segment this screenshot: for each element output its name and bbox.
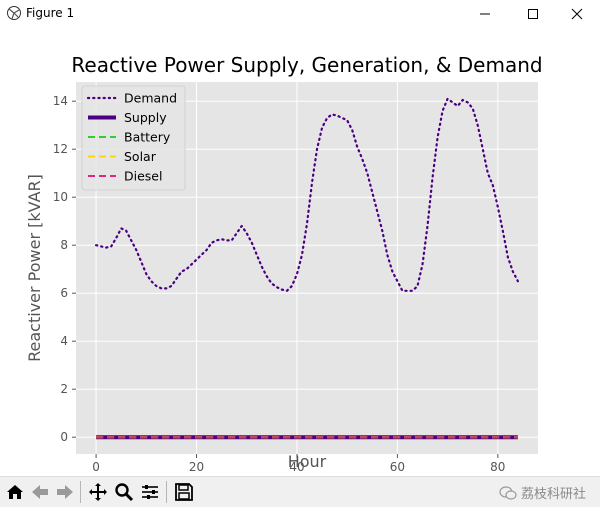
forward-icon — [57, 485, 73, 499]
figure-app-icon — [6, 5, 22, 21]
x-tick-label: 60 — [390, 460, 405, 474]
forward-button[interactable] — [53, 480, 77, 504]
y-tick-label: 14 — [53, 94, 68, 108]
x-tick-label: 0 — [92, 460, 100, 474]
legend-box — [81, 85, 186, 191]
x-tick-labels: 0 20 40 60 80 — [92, 454, 505, 474]
legend-entry-battery: Battery — [124, 130, 171, 145]
y-tick-label: 10 — [53, 190, 68, 204]
x-tick-label: 20 — [189, 460, 204, 474]
y-axis-label: Reactiver Power [kVAR] — [25, 174, 44, 362]
back-button[interactable] — [28, 480, 52, 504]
configure-subplots-button[interactable] — [138, 480, 162, 504]
window-titlebar: Figure 1 — [0, 0, 600, 29]
legend-entry-demand: Demand — [124, 91, 177, 106]
pan-icon — [89, 483, 107, 501]
y-tick-label: 12 — [53, 142, 68, 156]
close-button[interactable] — [554, 0, 600, 28]
chart-title: Reactive Power Supply, Generation, & Dem… — [71, 53, 542, 77]
series-line-demand — [94, 97, 520, 292]
close-icon — [571, 8, 583, 20]
back-icon — [32, 485, 48, 499]
home-icon — [7, 485, 23, 499]
watermark-text: 荔枝科研社 — [520, 487, 586, 502]
pan-button[interactable] — [86, 480, 110, 504]
window-title: Figure 1 — [26, 6, 75, 20]
chart-svg: Reactive Power Supply, Generation, & Dem… — [25, 53, 543, 474]
configure-subplots-icon — [142, 485, 158, 499]
toolbar-separator — [80, 481, 81, 503]
toolbar-separator — [166, 481, 167, 503]
series-lines — [94, 97, 520, 440]
maximize-icon — [528, 9, 538, 19]
legend: Demand Supply Battery Solar Diesel — [81, 85, 186, 191]
legend-entry-solar: Solar — [124, 149, 157, 164]
x-tick-label: 80 — [490, 460, 505, 474]
watermark: 荔枝科研社 — [499, 483, 586, 502]
home-button[interactable] — [3, 480, 27, 504]
zoom-icon — [115, 483, 134, 502]
y-tick-label: 4 — [60, 334, 68, 348]
y-tick-label: 8 — [60, 238, 68, 252]
maximize-button[interactable] — [510, 0, 556, 28]
minimize-button[interactable] — [462, 0, 508, 28]
zoom-button[interactable] — [112, 480, 136, 504]
legend-entry-supply: Supply — [124, 110, 167, 125]
save-button[interactable] — [172, 480, 196, 504]
y-tick-label: 2 — [60, 382, 68, 396]
x-tick-label: 40 — [289, 460, 304, 474]
save-icon — [175, 483, 193, 501]
x-axis-label: Hour — [288, 452, 327, 471]
y-tick-label: 6 — [60, 286, 68, 300]
minimize-icon — [480, 13, 490, 15]
y-tick-labels: 0 2 4 6 8 10 12 14 — [53, 94, 76, 444]
figure-canvas[interactable]: Reactive Power Supply, Generation, & Dem… — [0, 28, 600, 476]
navigation-toolbar: 荔枝科研社 — [0, 476, 600, 507]
y-tick-label: 0 — [60, 430, 68, 444]
wechat-icon — [499, 485, 517, 500]
legend-entry-diesel: Diesel — [124, 169, 162, 184]
